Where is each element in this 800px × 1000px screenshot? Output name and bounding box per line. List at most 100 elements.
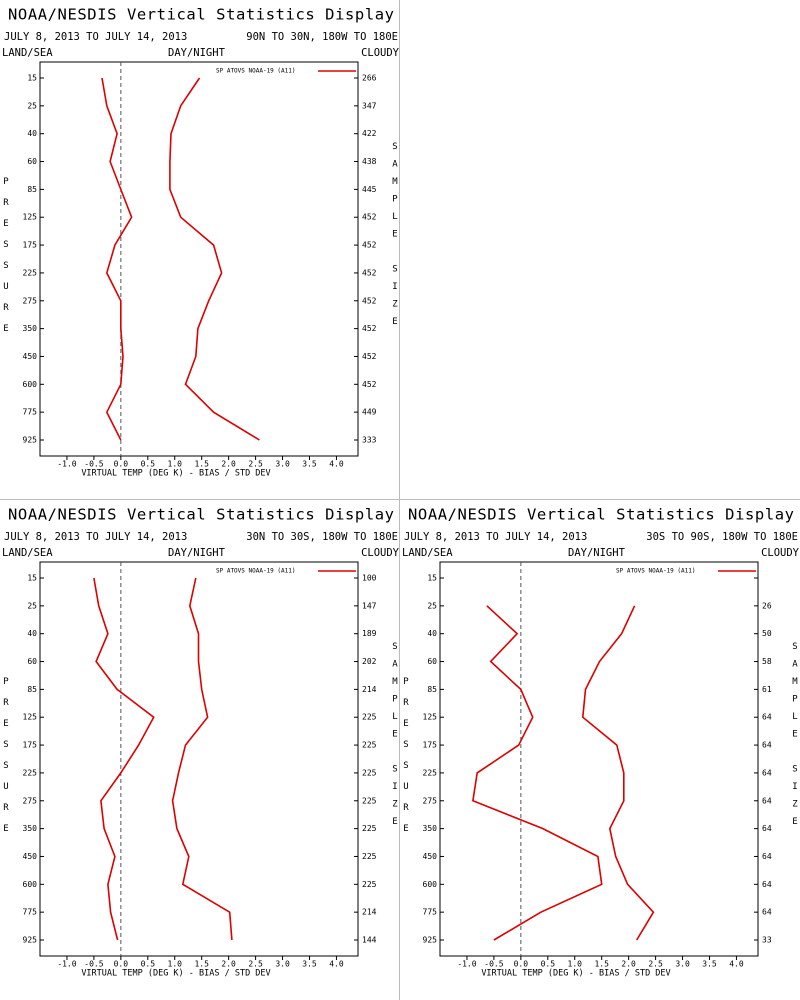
region: 30S TO 90S, 180W TO 180E [646, 531, 798, 543]
sample-size-label: 452 [362, 241, 377, 250]
y-tick-label: 175 [23, 741, 38, 750]
x-tick-label: -1.0 [57, 960, 76, 969]
x-tick-label: 2.5 [248, 460, 263, 469]
y-tick-label: 60 [27, 157, 37, 166]
y-tick-label: 225 [23, 268, 38, 277]
sample-size-label: 64 [762, 852, 772, 861]
x-tick-label: -1.0 [57, 460, 76, 469]
x-tick-label: 3.5 [702, 960, 717, 969]
x-tick-label: 4.0 [729, 960, 744, 969]
y-tick-label: 350 [423, 824, 438, 833]
header-land-sea: LAND/SEA [2, 547, 53, 559]
y-tick-label: 85 [27, 685, 37, 694]
y-tick-label: 15 [27, 74, 37, 83]
y-tick-label: 275 [23, 796, 38, 805]
y-tick-label: 175 [423, 741, 438, 750]
sample-size-label: 147 [362, 601, 377, 610]
x-axis-label: VIRTUAL TEMP (DEG K) - BIAS / STD DEV [481, 969, 670, 979]
x-tick-label: 3.0 [675, 960, 690, 969]
legend-label: SP ATOVS NOAA-19 (A11) [216, 568, 295, 575]
x-tick-label: 0.5 [141, 460, 156, 469]
y-tick-label: 275 [23, 296, 38, 305]
y-tick-label: 125 [423, 713, 438, 722]
sample-size-label: 64 [762, 713, 772, 722]
sample-size-label: 452 [362, 268, 377, 277]
region: 30N TO 30S, 180W TO 180E [246, 531, 398, 543]
y-tick-label: 25 [427, 601, 437, 610]
y-tick-label: 275 [423, 796, 438, 805]
sample-size-label: 438 [362, 157, 377, 166]
y-tick-label: 40 [27, 629, 37, 638]
sample-size-label: 26 [762, 601, 772, 610]
date-range: JULY 8, 2013 TO JULY 14, 2013 [4, 31, 187, 43]
y-tick-label: 225 [423, 768, 438, 777]
sample-size-label: 452 [362, 213, 377, 222]
sample-size-label: 347 [362, 101, 377, 110]
sample-size-label: 64 [762, 796, 772, 805]
sample-size-label: 452 [362, 352, 377, 361]
header-cloudy: CLOUDY [761, 547, 800, 559]
bias-line [101, 77, 133, 441]
bias-line [93, 577, 155, 941]
sample-size-label: 64 [762, 768, 772, 777]
sample-size-label: 333 [362, 436, 377, 445]
header-day-night: DAY/NIGHT [168, 47, 226, 59]
x-tick-label: 1.5 [594, 960, 609, 969]
sample-size-label: 225 [362, 852, 377, 861]
sample-size-label: 225 [362, 880, 377, 889]
y-tick-label: 125 [23, 713, 38, 722]
sample-size-label: 452 [362, 380, 377, 389]
panel: NOAA/NESDIS Vertical Statistics Display J… [402, 506, 800, 979]
y-tick-label: 175 [23, 241, 38, 250]
y-tick-label: 600 [423, 880, 438, 889]
y-tick-label: 40 [27, 129, 37, 138]
std_dev-line [581, 605, 655, 941]
y-tick-label: 775 [423, 908, 438, 917]
y-tick-label: 225 [23, 768, 38, 777]
sample-size-label: 64 [762, 741, 772, 750]
panel: NOAA/NESDIS Vertical Statistics Display J… [2, 506, 400, 979]
std_dev-line [169, 77, 260, 441]
sample-size-label: 64 [762, 880, 772, 889]
x-tick-label: 2.0 [221, 460, 236, 469]
header-day-night: DAY/NIGHT [568, 547, 626, 559]
sample-size-label: 50 [762, 629, 772, 638]
y-tick-label: 925 [23, 936, 38, 945]
x-tick-label: 2.0 [621, 960, 636, 969]
header-cloudy: CLOUDY [361, 547, 400, 559]
sample-size-label: 445 [362, 185, 377, 194]
y-tick-label: 40 [427, 629, 437, 638]
x-tick-label: 1.5 [194, 460, 209, 469]
sample-size-label: 214 [362, 685, 377, 694]
x-tick-label: -0.5 [84, 460, 103, 469]
y-tick-label: 350 [23, 824, 38, 833]
header-land-sea: LAND/SEA [402, 547, 453, 559]
x-tick-label: 4.0 [329, 960, 344, 969]
x-tick-label: 0.0 [114, 960, 129, 969]
sample-size-label: 64 [762, 824, 772, 833]
x-tick-label: 3.5 [302, 960, 317, 969]
sample-size-label: 33 [762, 936, 772, 945]
x-tick-label: 2.5 [648, 960, 663, 969]
sample-size-label: 214 [362, 908, 377, 917]
x-tick-label: 1.0 [168, 960, 183, 969]
chart-title: NOAA/NESDIS Vertical Statistics Display [408, 506, 794, 524]
x-tick-label: 3.0 [275, 460, 290, 469]
plot-frame [39, 561, 359, 957]
y-tick-label: 925 [423, 936, 438, 945]
date-range: JULY 8, 2013 TO JULY 14, 2013 [404, 531, 587, 543]
y-tick-label: 450 [423, 852, 438, 861]
sample-size-label: 225 [362, 768, 377, 777]
y-tick-label: 15 [27, 574, 37, 583]
header-land-sea: LAND/SEA [2, 47, 53, 59]
x-tick-label: 1.5 [194, 960, 209, 969]
sample-size-label: 61 [762, 685, 772, 694]
sample-size-label: 266 [362, 74, 377, 83]
std_dev-line [171, 577, 233, 941]
x-axis-label: VIRTUAL TEMP (DEG K) - BIAS / STD DEV [81, 469, 270, 479]
y-tick-label: 775 [23, 908, 38, 917]
